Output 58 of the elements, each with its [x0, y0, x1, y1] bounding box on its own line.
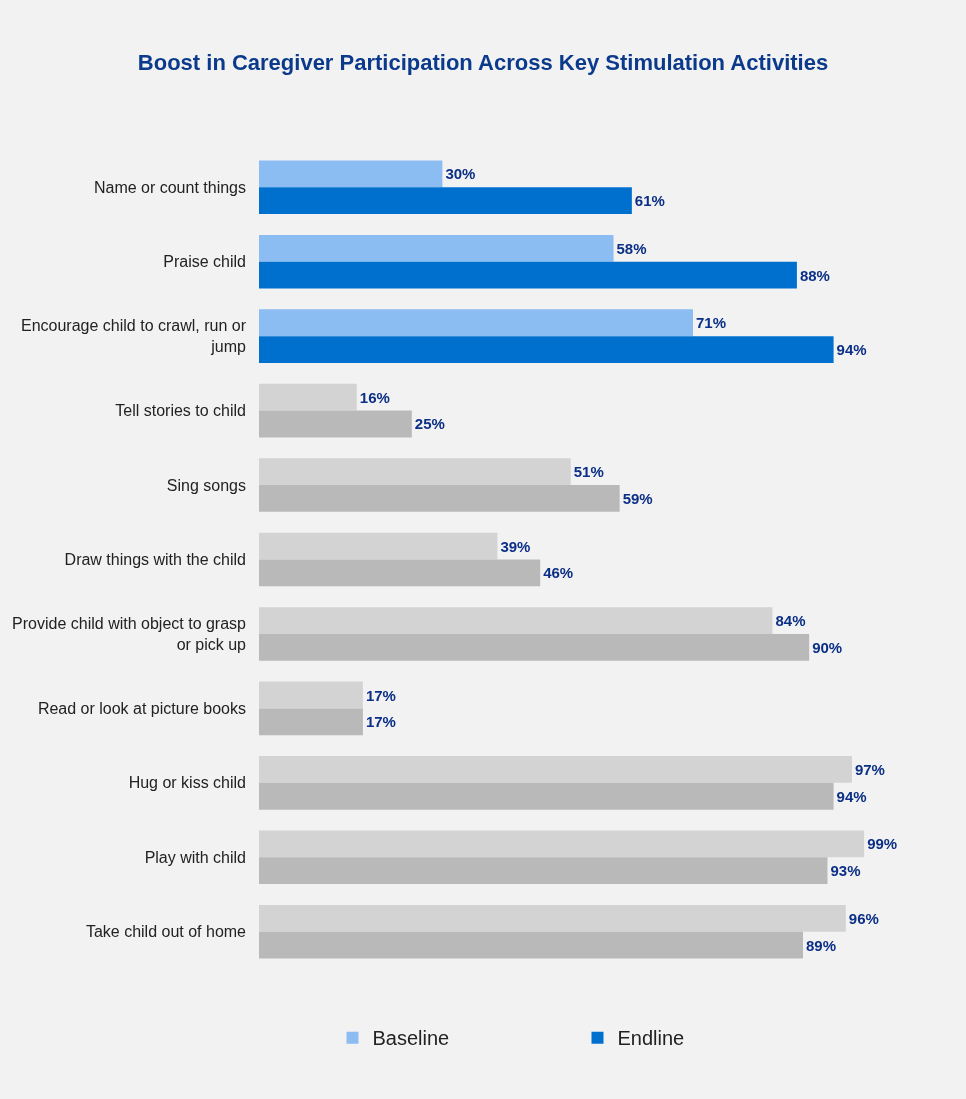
y-tick-label: Encourage child to crawl, run or jump	[21, 317, 247, 356]
data-label: 88%	[799, 266, 830, 284]
bar	[259, 410, 412, 438]
data-label: 16%	[359, 388, 390, 406]
y-tick-label: Play with child	[144, 848, 246, 866]
bar	[259, 708, 363, 736]
data-label: 89%	[806, 936, 837, 954]
legend-label: Baseline	[372, 1027, 450, 1050]
bar	[259, 336, 834, 363]
bar	[259, 756, 852, 783]
y-tick-label: Sing songs	[166, 476, 246, 494]
data-label: 90%	[812, 638, 843, 656]
y-tick-label: Draw things with the child	[64, 551, 246, 569]
data-label: 17%	[365, 713, 396, 731]
data-label: 30%	[445, 165, 476, 183]
data-label: 59%	[622, 489, 653, 507]
y-tick-label: Take child out of home	[85, 923, 247, 941]
bar	[259, 485, 620, 512]
data-label: 61%	[634, 192, 665, 210]
data-label: 17%	[365, 686, 396, 704]
bar	[259, 633, 810, 661]
bar	[259, 383, 357, 411]
bar	[259, 904, 846, 932]
bar	[259, 607, 773, 634]
bar	[259, 187, 632, 215]
y-tick-label: Tell stories to child	[115, 402, 246, 420]
bar	[259, 309, 693, 337]
bar	[259, 160, 443, 188]
bar	[259, 857, 828, 885]
data-label: 71%	[696, 314, 727, 332]
bar	[259, 681, 363, 709]
legend-label: Endline	[617, 1027, 685, 1050]
bar	[259, 234, 614, 262]
bar	[259, 261, 797, 289]
data-label: 93%	[830, 862, 861, 880]
y-tick-label: Read or look at picture books	[37, 700, 246, 718]
data-label: 84%	[775, 612, 806, 630]
y-tick-label: Hug or kiss child	[128, 774, 246, 792]
bar	[259, 559, 541, 587]
data-label: 96%	[848, 909, 879, 927]
y-tick-label: Provide child with object to grasp or pick up	[12, 615, 247, 653]
bar	[259, 830, 865, 858]
data-label: 94%	[836, 787, 867, 805]
bar	[259, 782, 834, 810]
data-label: 58%	[616, 239, 647, 257]
data-label: 97%	[854, 760, 885, 778]
bar	[259, 458, 571, 486]
data-label: 46%	[543, 564, 574, 582]
y-tick-label: Name or count things	[93, 178, 246, 196]
y-tick-label: Praise child	[163, 253, 246, 271]
bar	[259, 931, 804, 959]
data-label: 51%	[573, 463, 604, 481]
data-label: 94%	[836, 341, 867, 359]
data-label: 99%	[867, 835, 898, 853]
chart-title: Boost in Caregiver Participation Across Key Stimulation Activities	[137, 50, 829, 76]
data-label: 39%	[500, 537, 531, 555]
data-label: 25%	[414, 415, 445, 433]
bar	[259, 532, 498, 560]
